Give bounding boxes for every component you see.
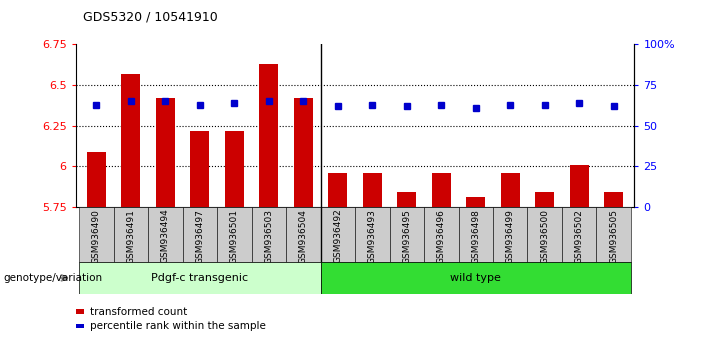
Text: wild type: wild type — [450, 273, 501, 283]
Bar — [424, 207, 458, 262]
Text: GSM936502: GSM936502 — [575, 209, 584, 264]
Bar — [114, 207, 148, 262]
Bar — [79, 207, 114, 262]
Bar — [191, 131, 210, 207]
Bar — [320, 207, 355, 262]
Bar — [76, 324, 84, 328]
Bar — [390, 207, 424, 262]
Text: GSM936494: GSM936494 — [161, 209, 170, 263]
Text: GSM936498: GSM936498 — [471, 209, 480, 264]
Bar — [217, 207, 252, 262]
Bar — [252, 207, 286, 262]
Bar — [397, 193, 416, 207]
Bar — [570, 165, 589, 207]
Bar — [363, 173, 382, 207]
Text: transformed count: transformed count — [90, 307, 187, 316]
Text: GSM936501: GSM936501 — [230, 209, 239, 264]
Bar — [294, 98, 313, 207]
Bar — [148, 207, 183, 262]
Bar — [87, 152, 106, 207]
Text: GSM936495: GSM936495 — [402, 209, 411, 264]
Bar — [562, 207, 597, 262]
Bar — [466, 197, 485, 207]
Text: GSM936504: GSM936504 — [299, 209, 308, 264]
Bar — [259, 64, 278, 207]
Text: percentile rank within the sample: percentile rank within the sample — [90, 321, 266, 331]
Text: GSM936493: GSM936493 — [368, 209, 377, 264]
Bar — [527, 207, 562, 262]
Bar — [79, 262, 320, 294]
Text: GSM936497: GSM936497 — [196, 209, 205, 264]
Text: GSM936496: GSM936496 — [437, 209, 446, 264]
Text: genotype/variation: genotype/variation — [4, 273, 102, 283]
Bar — [597, 207, 631, 262]
Bar — [458, 207, 493, 262]
Text: GSM936499: GSM936499 — [505, 209, 515, 264]
Bar — [156, 98, 175, 207]
Bar — [432, 173, 451, 207]
Text: GSM936490: GSM936490 — [92, 209, 101, 264]
Text: GSM936505: GSM936505 — [609, 209, 618, 264]
Bar — [286, 207, 320, 262]
Text: GSM936492: GSM936492 — [333, 209, 342, 263]
Text: GDS5320 / 10541910: GDS5320 / 10541910 — [83, 10, 217, 23]
Bar — [604, 193, 623, 207]
Bar — [183, 207, 217, 262]
Text: GSM936491: GSM936491 — [126, 209, 135, 264]
Bar — [121, 74, 140, 207]
Bar — [493, 207, 527, 262]
Bar — [328, 173, 347, 207]
Text: Pdgf-c transgenic: Pdgf-c transgenic — [151, 273, 248, 283]
Text: GSM936503: GSM936503 — [264, 209, 273, 264]
Bar — [225, 131, 244, 207]
Bar — [76, 309, 84, 314]
Bar — [501, 173, 519, 207]
Bar — [320, 262, 631, 294]
Bar — [355, 207, 390, 262]
Bar — [536, 193, 554, 207]
Text: GSM936500: GSM936500 — [540, 209, 550, 264]
